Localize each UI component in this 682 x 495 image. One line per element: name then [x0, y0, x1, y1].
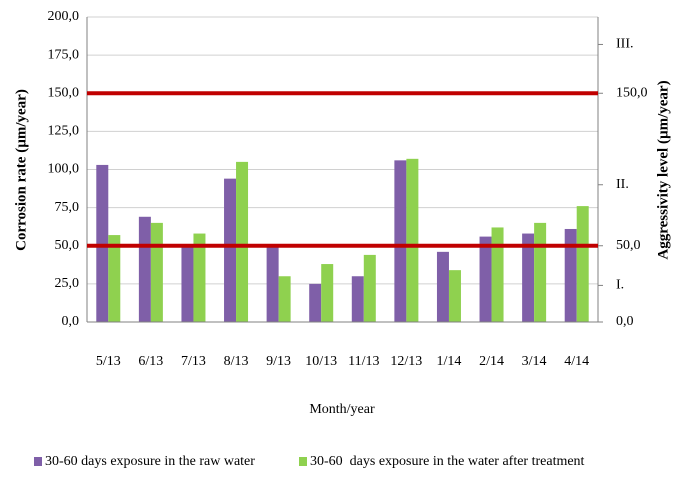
bar	[576, 206, 589, 322]
bar	[108, 235, 121, 322]
y-tick-label: 125,0	[48, 124, 80, 139]
bar	[406, 158, 419, 322]
bar	[96, 164, 109, 322]
bar	[436, 251, 449, 322]
x-tick-label: 3/14	[522, 354, 547, 369]
bar	[448, 270, 461, 322]
x-tick-label: 4/14	[564, 354, 589, 369]
bar	[278, 276, 291, 322]
bar	[150, 222, 163, 322]
x-tick-label: 6/13	[138, 354, 163, 369]
y2-tick-label: III.	[616, 37, 634, 52]
bar	[534, 222, 547, 322]
x-tick-label: 10/13	[305, 354, 337, 369]
x-tick-label: 11/13	[348, 354, 379, 369]
bar	[479, 236, 492, 322]
bar	[564, 228, 577, 322]
y2-tick-label: I.	[616, 278, 624, 293]
y2-tick-label: 50,0	[616, 238, 641, 253]
y-tick-label: 200,0	[48, 9, 80, 24]
bar	[394, 160, 407, 322]
y-tick-label: 0,0	[62, 314, 80, 329]
legend-label: 30-60 days exposure in the water after t…	[310, 454, 585, 469]
bar	[193, 233, 206, 322]
bar	[351, 276, 364, 322]
bar	[363, 254, 376, 322]
y2-tick-label: II.	[616, 177, 629, 192]
y-tick-label: 100,0	[48, 162, 80, 177]
bar	[321, 264, 334, 322]
x-tick-label: 7/13	[181, 354, 206, 369]
bar	[181, 245, 194, 322]
x-axis-label: Month/year	[309, 402, 375, 417]
x-tick-label: 8/13	[224, 354, 249, 369]
x-tick-label: 5/13	[96, 354, 121, 369]
x-tick-label: 9/13	[266, 354, 291, 369]
bar	[266, 247, 279, 322]
y-axis-label: Corrosion rate (µm/year)	[13, 89, 29, 251]
bar	[236, 161, 249, 322]
y2-tick-label: 0,0	[616, 314, 634, 329]
bar	[138, 216, 151, 322]
y-tick-label: 75,0	[55, 200, 80, 215]
y2-axis-label: Aggressivity level (µm/year)	[655, 80, 671, 259]
bar	[491, 227, 504, 322]
x-tick-label: 2/14	[479, 354, 504, 369]
bar	[309, 283, 322, 322]
x-tick-label: 12/13	[390, 354, 422, 369]
legend-swatch	[299, 457, 307, 466]
y-tick-label: 50,0	[55, 238, 80, 253]
x-tick-label: 1/14	[437, 354, 462, 369]
y2-tick-label: 150,0	[616, 85, 648, 100]
legend-label: 30-60 days exposure in the raw water	[45, 454, 255, 469]
y-tick-label: 150,0	[48, 85, 80, 100]
legend-swatch	[34, 457, 42, 466]
y-tick-label: 25,0	[55, 276, 80, 291]
bar	[224, 178, 237, 322]
y-tick-label: 175,0	[48, 47, 80, 62]
bar	[522, 233, 535, 322]
